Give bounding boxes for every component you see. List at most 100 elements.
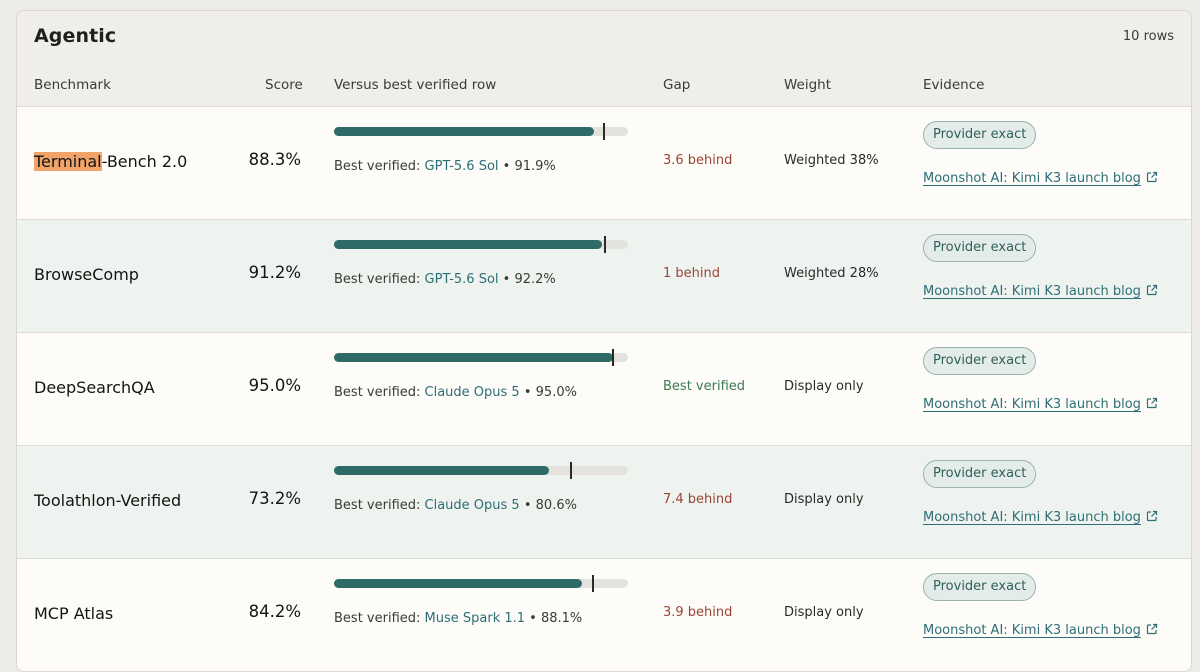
evidence-link-text: Moonshot AI: Kimi K3 launch blog — [923, 397, 1141, 412]
provider-exact-badge: Provider exact — [923, 121, 1037, 149]
comparison-bar-track — [334, 123, 628, 140]
best-verified-score: 88.1% — [540, 611, 583, 626]
score-value: 91.2% — [248, 263, 301, 282]
score-value: 73.2% — [248, 489, 301, 508]
benchmark-name-text: DeepSearchQA — [34, 378, 155, 397]
comparison-bar-fill — [334, 579, 582, 588]
table-row: Terminal-Bench 2.0 88.3% Best verified: … — [17, 107, 1191, 220]
comparison-bar-track — [334, 575, 628, 592]
comparison-bar-fill — [334, 466, 550, 475]
evidence-link[interactable]: Moonshot AI: Kimi K3 launch blog — [923, 397, 1158, 412]
evidence-link[interactable]: Moonshot AI: Kimi K3 launch blog — [923, 171, 1158, 186]
benchmark-name: MCP Atlas — [34, 604, 113, 623]
provider-exact-badge: Provider exact — [923, 234, 1037, 262]
best-verified-text: Best verified: Claude Opus 5 • 95.0% — [334, 385, 577, 400]
gap-value: 1 behind — [663, 266, 720, 281]
best-verified-marker — [604, 236, 607, 253]
benchmark-name-text: Toolathlon-Verified — [34, 491, 182, 510]
gap-value: 3.9 behind — [663, 605, 733, 620]
table-body: Terminal-Bench 2.0 88.3% Best verified: … — [17, 107, 1191, 671]
column-header-weight[interactable]: Weight — [784, 77, 832, 93]
provider-exact-badge: Provider exact — [923, 460, 1037, 488]
weight-value: Display only — [784, 379, 864, 394]
best-verified-label: Best verified: — [334, 159, 425, 174]
best-verified-model-link[interactable]: GPT-5.6 Sol — [424, 272, 499, 287]
benchmark-name: Terminal-Bench 2.0 — [34, 152, 187, 171]
gap-value: Best verified — [663, 379, 746, 394]
best-verified-text: Best verified: Muse Spark 1.1 • 88.1% — [334, 611, 582, 626]
section-title: Agentic — [34, 25, 117, 47]
external-link-icon — [1146, 510, 1158, 522]
evidence-link-text: Moonshot AI: Kimi K3 launch blog — [923, 623, 1141, 638]
weight-value: Weighted 38% — [784, 153, 879, 168]
provider-exact-badge: Provider exact — [923, 347, 1037, 375]
weight-value: Weighted 28% — [784, 266, 879, 281]
benchmark-name-text: BrowseComp — [34, 265, 139, 284]
evidence-link-text: Moonshot AI: Kimi K3 launch blog — [923, 284, 1141, 299]
weight-value: Display only — [784, 605, 864, 620]
comparison-bar-track — [334, 462, 628, 479]
best-verified-text: Best verified: Claude Opus 5 • 80.6% — [334, 498, 577, 513]
best-verified-score: 95.0% — [535, 385, 577, 400]
column-header-evidence[interactable]: Evidence — [923, 77, 985, 93]
best-verified-label: Best verified: — [334, 272, 425, 287]
evidence-link[interactable]: Moonshot AI: Kimi K3 launch blog — [923, 623, 1158, 638]
best-verified-marker — [603, 123, 606, 140]
best-verified-score: 91.9% — [514, 159, 556, 174]
best-verified-model-link[interactable]: Claude Opus 5 — [424, 385, 520, 400]
agentic-panel: Agentic 10 rows Benchmark Score Versus b… — [16, 10, 1192, 672]
benchmark-name-text: MCP Atlas — [34, 604, 114, 623]
comparison-bar-fill — [334, 240, 603, 249]
benchmark-name: BrowseComp — [34, 265, 139, 284]
best-verified-model-link[interactable]: GPT-5.6 Sol — [424, 159, 499, 174]
separator: • — [498, 272, 515, 287]
table-row: MCP Atlas 84.2% Best verified: Muse Spar… — [17, 559, 1191, 671]
best-verified-text: Best verified: GPT-5.6 Sol • 92.2% — [334, 272, 556, 287]
best-verified-score: 92.2% — [514, 272, 556, 287]
table-row: Toolathlon-Verified 73.2% Best verified:… — [17, 446, 1191, 559]
weight-value: Display only — [784, 492, 864, 507]
external-link-icon — [1146, 284, 1158, 296]
separator: • — [519, 385, 536, 400]
column-header-gap[interactable]: Gap — [663, 77, 691, 93]
benchmark-name-text: -Bench 2.0 — [101, 152, 188, 171]
panel-header: Agentic 10 rows Benchmark Score Versus b… — [17, 11, 1191, 107]
score-value: 95.0% — [248, 376, 301, 395]
evidence-link-text: Moonshot AI: Kimi K3 launch blog — [923, 171, 1141, 186]
gap-value: 7.4 behind — [663, 492, 733, 507]
best-verified-score: 80.6% — [535, 498, 577, 513]
best-verified-label: Best verified: — [334, 611, 425, 626]
provider-exact-badge: Provider exact — [923, 573, 1037, 601]
external-link-icon — [1146, 623, 1158, 635]
best-verified-label: Best verified: — [334, 385, 425, 400]
gap-value: 3.6 behind — [663, 153, 733, 168]
external-link-icon — [1146, 397, 1158, 409]
best-verified-text: Best verified: GPT-5.6 Sol • 91.9% — [334, 159, 556, 174]
evidence-link[interactable]: Moonshot AI: Kimi K3 launch blog — [923, 510, 1158, 525]
benchmark-name: Toolathlon-Verified — [34, 491, 181, 510]
table-row: BrowseComp 91.2% Best verified: GPT-5.6 … — [17, 220, 1191, 333]
comparison-bar-track — [334, 236, 628, 253]
best-verified-label: Best verified: — [334, 498, 425, 513]
comparison-bar-track — [334, 349, 628, 366]
external-link-icon — [1146, 171, 1158, 183]
column-header-versus[interactable]: Versus best verified row — [334, 77, 497, 93]
best-verified-marker — [592, 575, 594, 592]
score-value: 84.2% — [248, 602, 301, 621]
comparison-bar-fill — [334, 127, 594, 136]
best-verified-model-link[interactable]: Claude Opus 5 — [424, 498, 520, 513]
row-count: 10 rows — [1122, 29, 1174, 44]
separator: • — [498, 159, 515, 174]
comparison-bar-fill — [334, 353, 614, 362]
best-verified-model-link[interactable]: Muse Spark 1.1 — [424, 611, 526, 626]
evidence-link-text: Moonshot AI: Kimi K3 launch blog — [923, 510, 1141, 525]
best-verified-marker — [612, 349, 615, 366]
search-highlight: Terminal — [34, 152, 102, 171]
benchmark-name: DeepSearchQA — [34, 378, 155, 397]
evidence-link[interactable]: Moonshot AI: Kimi K3 launch blog — [923, 284, 1158, 299]
column-header-score[interactable]: Score — [265, 77, 303, 93]
separator: • — [519, 498, 536, 513]
column-header-benchmark[interactable]: Benchmark — [34, 77, 111, 93]
score-value: 88.3% — [248, 150, 301, 169]
best-verified-marker — [569, 462, 572, 479]
